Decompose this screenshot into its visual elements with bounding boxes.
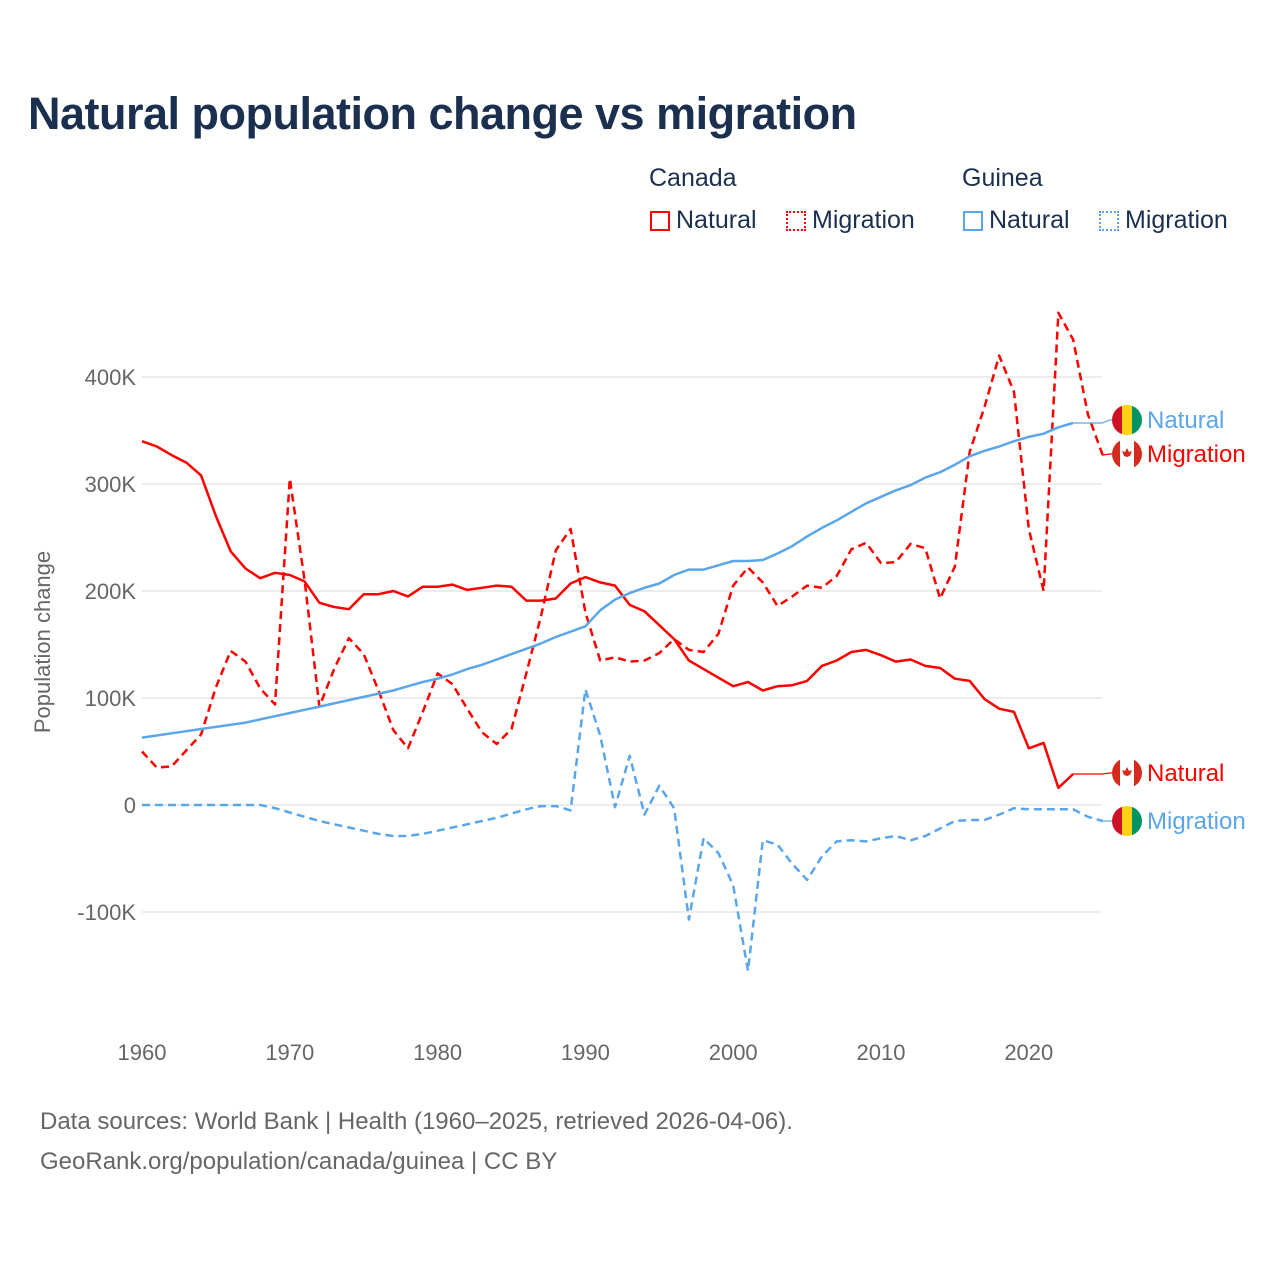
legend-label: Migration [1125, 206, 1228, 234]
y-axis-label: Population change [30, 551, 55, 733]
series-line-guinea-natural [141, 421, 1074, 739]
series-line-canada-migration [141, 311, 1104, 769]
legend-guinea-migration[interactable]: Migration [1099, 206, 1228, 235]
legend-label: Natural [989, 206, 1070, 234]
label-connector [1073, 772, 1112, 775]
legend-label: Migration [812, 206, 915, 234]
legend-group-canada: Canada [649, 164, 737, 192]
label-connector [1073, 419, 1112, 424]
solid-swatch-icon [650, 210, 670, 231]
canada-flag-icon [1112, 758, 1142, 788]
y-tick-label: 0 [124, 793, 136, 818]
chart-title: Natural population change vs migration [28, 88, 857, 139]
guinea-flag-icon [1112, 806, 1142, 836]
dotted-swatch-icon [1099, 210, 1119, 231]
legend-group-guinea: Guinea [962, 164, 1043, 192]
dotted-swatch-icon [786, 210, 806, 231]
y-tick-label: 400K [85, 365, 137, 390]
y-tick-label: 100K [85, 686, 137, 711]
x-tick-label: 2020 [1004, 1040, 1053, 1065]
x-tick-label: 2010 [857, 1040, 906, 1065]
series-line-canada-natural [141, 440, 1074, 790]
legend-guinea-natural[interactable]: Natural [963, 206, 1070, 235]
label-connector [1101, 453, 1112, 456]
solid-swatch-icon [963, 210, 983, 231]
y-tick-label: 200K [85, 579, 137, 604]
guinea-flag-icon [1112, 405, 1142, 435]
legend-label: Natural [676, 206, 757, 234]
canada-flag-icon [1112, 439, 1142, 469]
x-tick-label: 1990 [561, 1040, 610, 1065]
end-label: Natural [1147, 760, 1224, 787]
x-tick-label: 1980 [413, 1040, 462, 1065]
footer-credit[interactable]: GeoRank.org/population/canada/guinea | C… [40, 1148, 558, 1175]
y-tick-label: -100K [77, 900, 136, 925]
x-tick-label: 1960 [118, 1040, 167, 1065]
legend-canada-migration[interactable]: Migration [786, 206, 915, 235]
footer-source: Data sources: World Bank | Health (1960–… [40, 1108, 793, 1135]
x-tick-label: 2000 [709, 1040, 758, 1065]
end-label: Migration [1147, 441, 1246, 468]
end-label: Natural [1147, 407, 1224, 434]
end-label: Migration [1147, 808, 1246, 835]
series-line-guinea-migration [142, 688, 1104, 973]
y-tick-label: 300K [85, 472, 137, 497]
x-tick-label: 1970 [265, 1040, 314, 1065]
legend-canada-natural[interactable]: Natural [650, 206, 757, 235]
